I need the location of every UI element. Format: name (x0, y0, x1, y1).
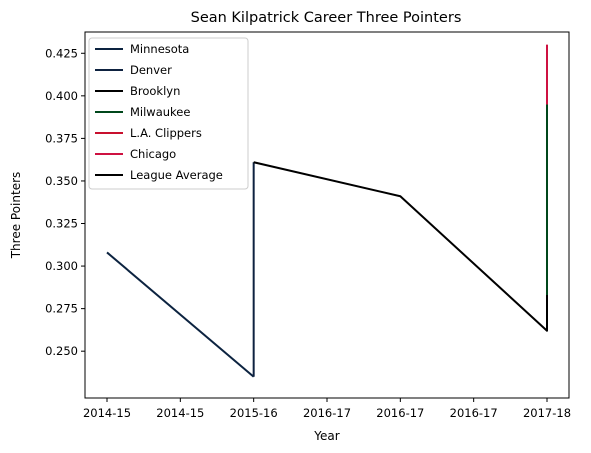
legend-label-4: L.A. Clippers (130, 126, 202, 140)
x-tick-label-6: 2017-18 (523, 406, 571, 420)
x-tick-label-4: 2016-17 (376, 406, 424, 420)
legend-label-2: Brooklyn (130, 84, 180, 98)
chart-title: Sean Kilpatrick Career Three Pointers (191, 10, 462, 26)
legend-label-5: Chicago (130, 147, 176, 161)
legend-label-0: Minnesota (130, 42, 189, 56)
series-line-0 (106, 251, 255, 378)
series-layer (106, 44, 548, 378)
x-tick-label-0: 2014-15 (83, 406, 131, 420)
x-tick-label-3: 2016-17 (303, 406, 351, 420)
legend-label-6: League Average (130, 168, 223, 182)
legend-label-1: Denver (130, 63, 172, 77)
legend-box (88, 37, 249, 190)
y-tick-label-6: 0.400 (45, 89, 78, 103)
x-tick-label-5: 2016-17 (450, 406, 498, 420)
y-tick-label-5: 0.375 (45, 131, 78, 145)
y-tick-label-3: 0.325 (45, 217, 78, 231)
x-tick-label-1: 2014-15 (156, 406, 204, 420)
y-tick-label-2: 0.300 (45, 259, 78, 273)
y-tick-label-1: 0.275 (45, 302, 78, 316)
y-tick-label-4: 0.350 (45, 174, 78, 188)
y-axis: 0.250 0.275 0.300 0.325 0.350 0.375 0.400 0.425 (45, 46, 85, 358)
y-tick-label-0: 0.250 (45, 344, 78, 358)
x-tick-label-2: 2015-16 (230, 406, 278, 420)
x-axis: 2014-15 2014-15 2015-16 2016-17 2016-17 2016-… (83, 398, 571, 420)
legend-label-3: Milwaukee (130, 105, 190, 119)
series-line-2 (253, 161, 548, 332)
y-axis-label: Three Pointers (9, 172, 23, 260)
y-tick-label-7: 0.425 (45, 46, 78, 60)
x-axis-label: Year (313, 429, 339, 443)
legend: Minnesota Denver Brooklyn Milwaukee L.A. Cli… (88, 37, 249, 190)
